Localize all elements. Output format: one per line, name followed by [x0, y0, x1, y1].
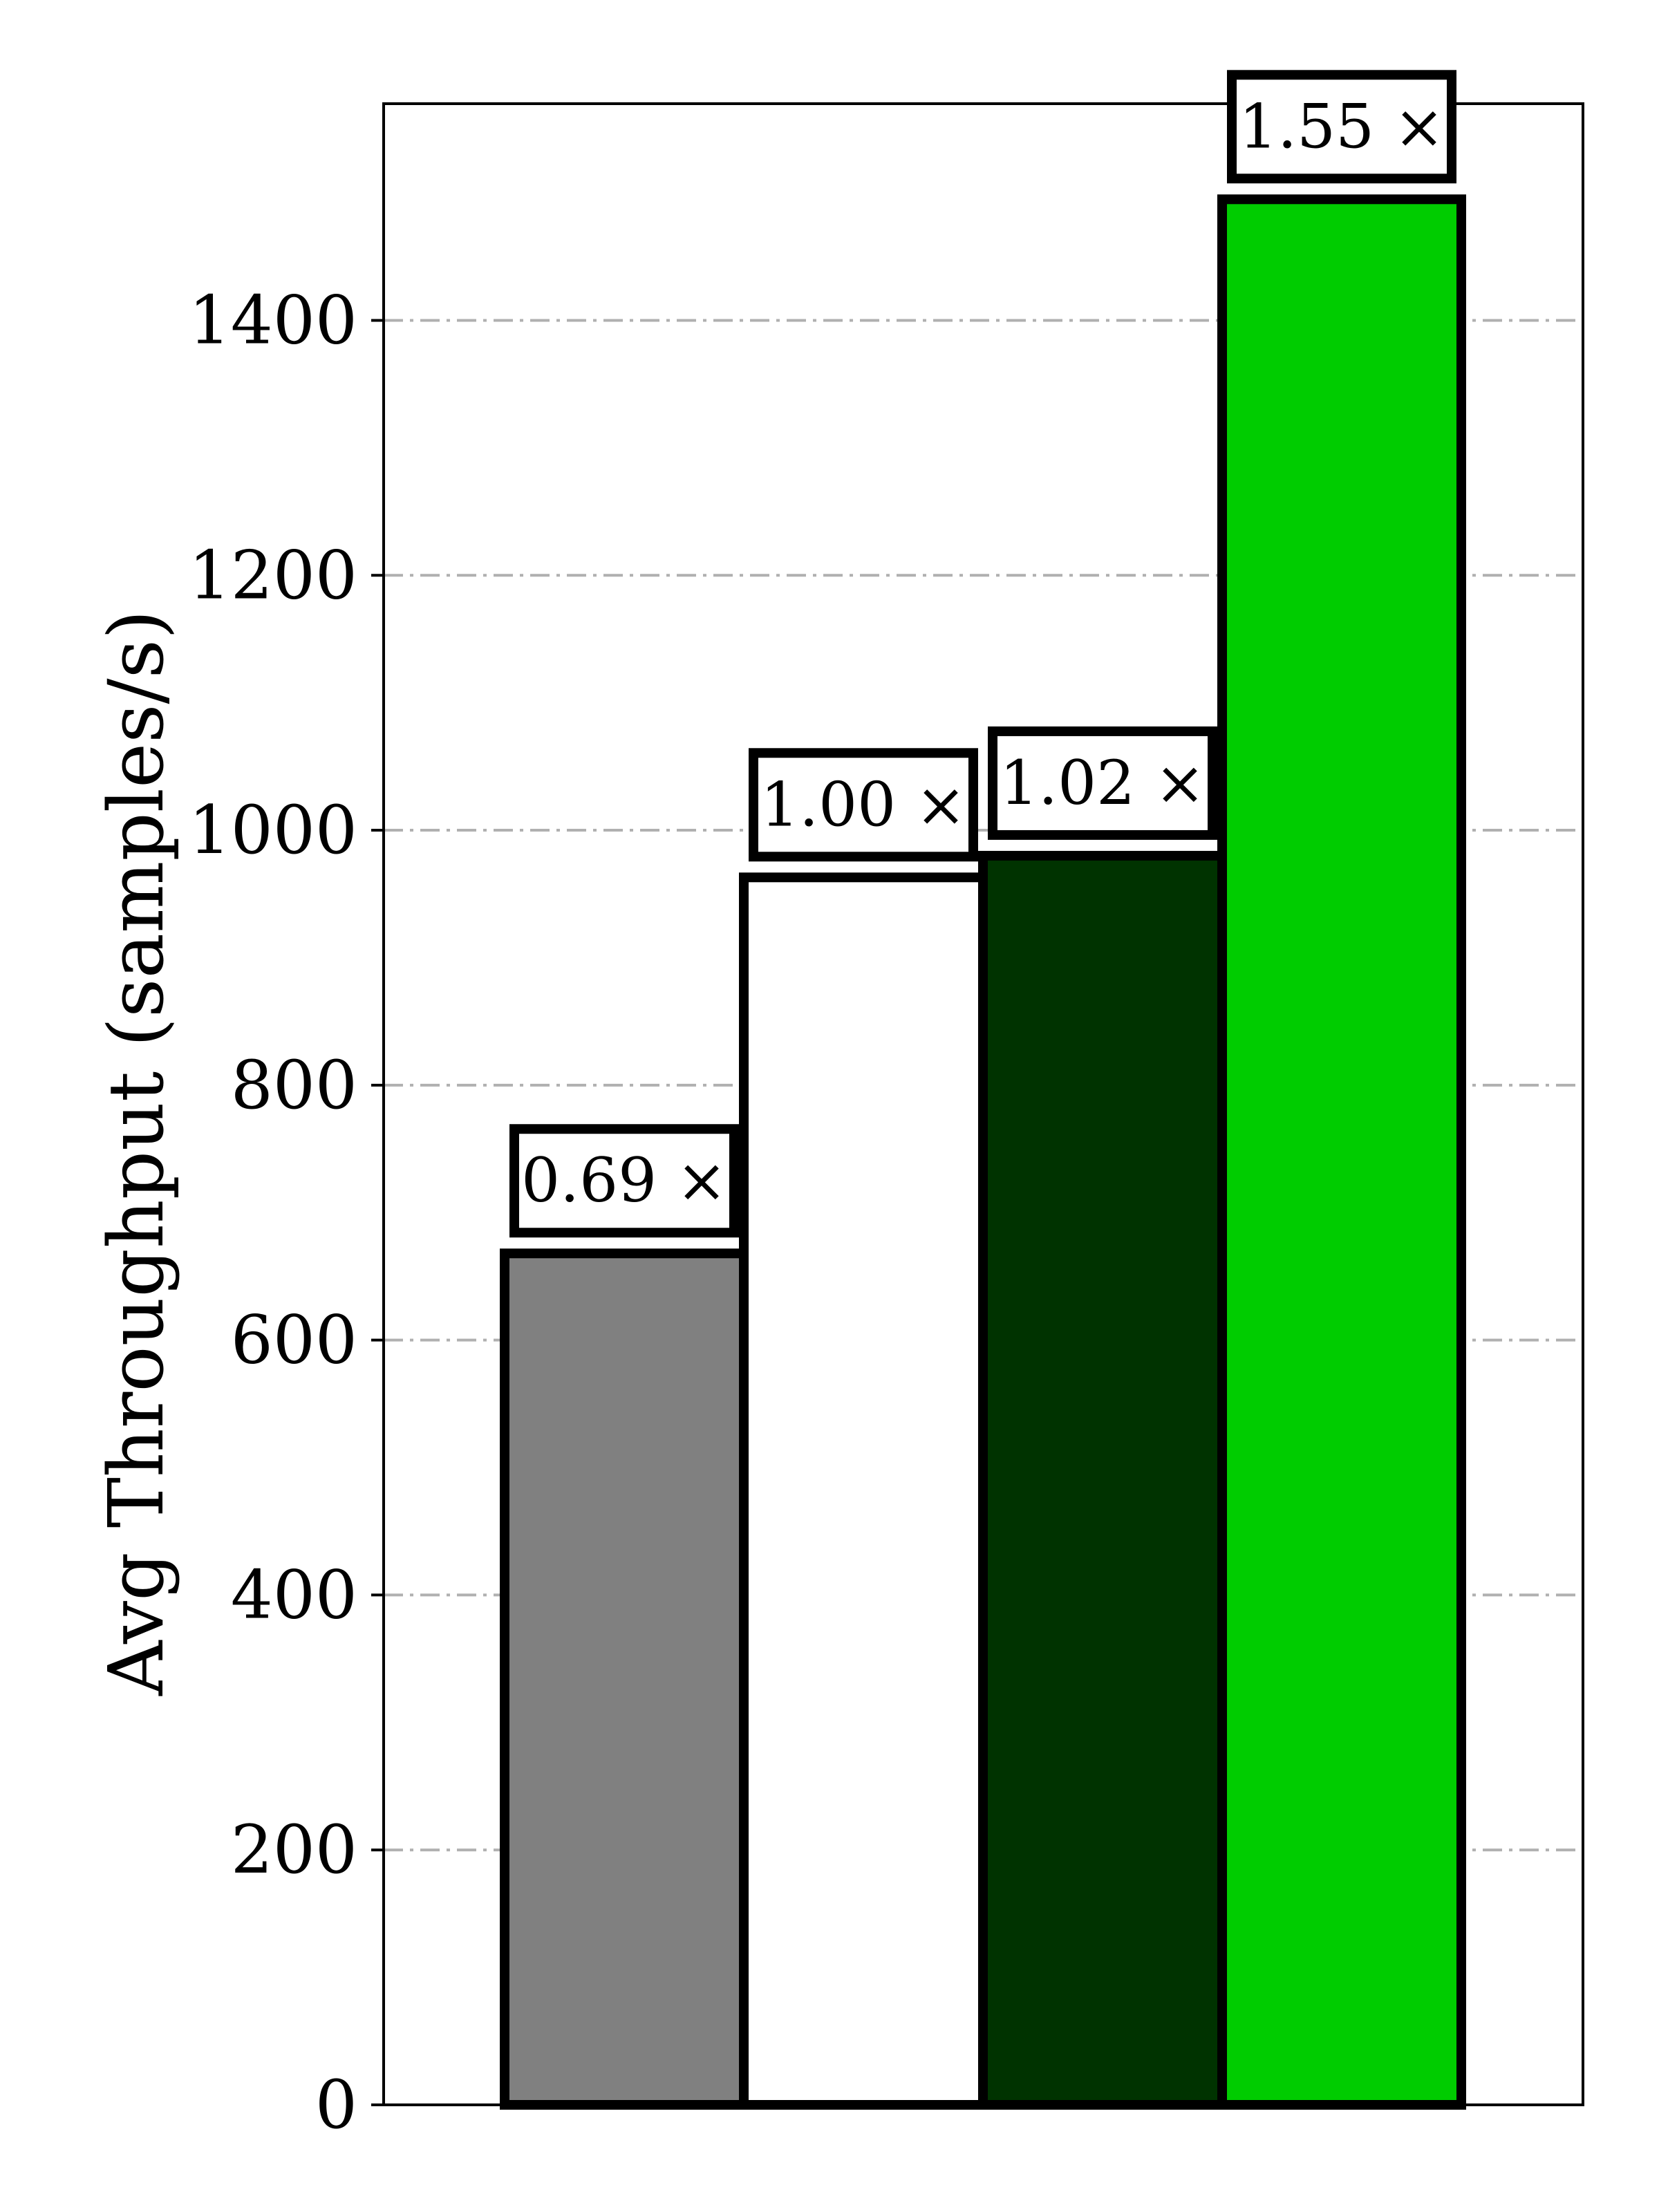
bar-1: [500, 1248, 749, 2110]
plot-frame: [382, 102, 1584, 2106]
bars: [500, 194, 1466, 2110]
bar-3: [978, 850, 1227, 2110]
y-tick-label: 1200: [189, 536, 357, 614]
data-label-text: 1.55 ×: [1239, 91, 1445, 162]
data-label-box: [749, 748, 978, 862]
y-axis-label: Avg Throughput (samples/s): [92, 610, 180, 1696]
data-label-box: [509, 1124, 739, 1238]
data-label-1: 0.69 ×: [509, 1124, 739, 1238]
y-tick-label: 1400: [189, 281, 357, 359]
data-label-box: [1227, 70, 1456, 184]
data-label-2: 1.00 ×: [749, 748, 978, 862]
data-label-3: 1.02 ×: [988, 726, 1217, 840]
data-label-text: 1.02 ×: [1000, 747, 1206, 818]
data-labels: 0.69 × 1.00 × 1.02 × 1.55 ×: [509, 70, 1456, 1238]
data-label-text: 1.00 ×: [760, 769, 966, 840]
y-tick-label: 0: [315, 2066, 357, 2144]
y-tick-label: 400: [231, 1556, 357, 1633]
bar-4: [1217, 194, 1466, 2110]
y-tick-label: 800: [231, 1047, 357, 1124]
data-label-text: 0.69 ×: [521, 1145, 727, 1216]
y-tick-label: 200: [231, 1811, 357, 1888]
data-label-4: 1.55 ×: [1227, 70, 1456, 184]
bar-2: [739, 872, 988, 2110]
y-axis-ticks: 0 200 400 600 800 1000 1200 1400: [189, 281, 384, 2144]
y-tick-label: 1000: [189, 791, 357, 869]
y-tick-label: 600: [231, 1302, 357, 1379]
data-label-box: [988, 726, 1217, 840]
